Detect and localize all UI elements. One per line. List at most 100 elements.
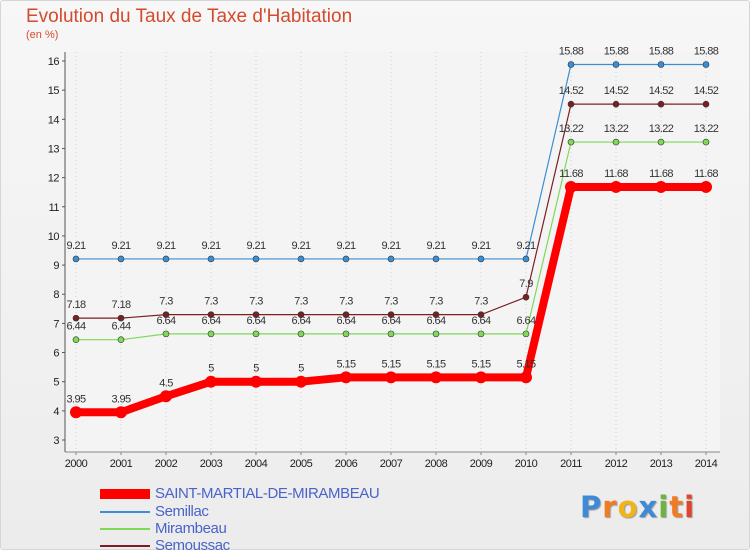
data-point — [72, 314, 80, 322]
data-label: 6.64 — [246, 315, 265, 327]
data-point — [387, 330, 395, 338]
x-tick-label: 2002 — [155, 458, 178, 470]
data-label: 7.3 — [474, 296, 488, 308]
data-label: 6.64 — [156, 315, 175, 327]
data-label: 6.64 — [336, 315, 355, 327]
data-label: 7.9 — [519, 278, 533, 290]
data-label: 14.52 — [694, 85, 719, 97]
data-label: 13.22 — [559, 123, 584, 135]
data-label: 9.21 — [111, 240, 130, 252]
data-label: 15.88 — [649, 45, 674, 57]
data-point — [70, 406, 82, 419]
data-label: 4.5 — [159, 377, 173, 389]
data-point — [430, 371, 442, 384]
data-label: 9.21 — [291, 240, 310, 252]
data-label: 13.22 — [694, 123, 719, 135]
data-label: 14.52 — [559, 85, 584, 97]
x-tick-label: 2001 — [110, 458, 133, 470]
data-point — [340, 371, 352, 384]
data-point — [115, 406, 127, 419]
y-tick-label: 3 — [53, 435, 59, 447]
data-point — [205, 375, 217, 388]
data-label: 6.64 — [201, 315, 220, 327]
data-point — [567, 61, 575, 68]
data-label: 5.15 — [381, 358, 400, 370]
logo-letter: x — [638, 490, 659, 524]
data-point — [432, 255, 440, 263]
data-point — [117, 314, 125, 322]
data-label: 11.68 — [649, 168, 673, 180]
data-point — [207, 255, 215, 263]
data-label: 13.22 — [649, 123, 674, 135]
logo-letter: t — [669, 490, 685, 524]
series-semillac — [72, 61, 710, 263]
data-point — [655, 180, 667, 193]
x-tick-label: 2008 — [425, 458, 448, 470]
x-tick-label: 2004 — [245, 458, 268, 470]
data-point — [657, 100, 665, 108]
data-point — [612, 138, 620, 146]
data-label: 9.21 — [516, 240, 535, 252]
data-point — [522, 330, 530, 338]
chart-title: Evolution du Taux de Taxe d'Habitation — [26, 6, 353, 27]
data-label: 5 — [298, 363, 304, 375]
legend-label: SAINT-MARTIAL-DE-MIRAMBEAU — [155, 485, 380, 502]
series-semoussac — [72, 100, 710, 322]
data-point — [702, 100, 710, 108]
data-label: 7.3 — [294, 296, 308, 308]
legend-label: Semoussac — [155, 537, 230, 554]
data-label: 7.3 — [249, 296, 263, 308]
x-tick-label: 2013 — [650, 458, 673, 470]
logo-letter: o — [617, 490, 639, 524]
data-point — [700, 180, 712, 193]
data-point — [477, 255, 485, 263]
data-point — [612, 100, 620, 108]
proxiti-logo: Proxiti — [580, 490, 695, 524]
data-point — [522, 293, 530, 301]
y-tick-label: 13 — [48, 143, 60, 155]
logo-letter: r — [602, 490, 618, 524]
data-point — [160, 390, 172, 403]
y-tick-label: 14 — [48, 114, 60, 126]
data-point — [387, 311, 395, 318]
legend-swatch — [100, 511, 150, 513]
data-label: 7.3 — [204, 296, 218, 308]
x-tick-label: 2009 — [470, 458, 493, 470]
data-point — [297, 311, 305, 318]
logo-letter: i — [658, 490, 670, 524]
y-tick-label: 6 — [53, 348, 59, 360]
data-point — [610, 180, 622, 193]
data-label: 5.15 — [426, 358, 445, 370]
legend-swatch — [100, 528, 150, 530]
data-point — [342, 255, 350, 263]
legend-swatch — [100, 489, 150, 499]
x-tick-label: 2005 — [290, 458, 313, 470]
data-label: 9.21 — [471, 240, 490, 252]
y-tick-label: 5 — [53, 377, 59, 389]
y-tick-label: 7 — [53, 318, 59, 330]
data-label: 13.22 — [604, 123, 629, 135]
data-point — [250, 375, 262, 388]
data-point — [252, 330, 260, 338]
y-tick-label: 15 — [48, 85, 60, 97]
y-tick-label: 10 — [48, 231, 60, 243]
data-point — [297, 255, 305, 263]
data-label: 11.68 — [694, 168, 718, 180]
y-tick-label: 9 — [53, 260, 59, 272]
x-tick-label: 2012 — [605, 458, 628, 470]
data-point — [477, 330, 485, 338]
data-point — [567, 138, 575, 146]
y-tick-label: 4 — [53, 406, 59, 418]
data-point — [295, 375, 307, 388]
data-point — [567, 100, 575, 108]
data-point — [432, 311, 440, 318]
data-label: 9.21 — [66, 240, 85, 252]
data-label: 7.18 — [66, 299, 85, 311]
data-label: 5 — [208, 363, 214, 375]
legend-label: Semillac — [155, 503, 209, 520]
data-label: 5.15 — [471, 358, 490, 370]
data-label: 11.68 — [604, 168, 628, 180]
data-label: 9.21 — [156, 240, 175, 252]
data-label: 3.95 — [111, 393, 130, 405]
data-point — [162, 330, 170, 338]
